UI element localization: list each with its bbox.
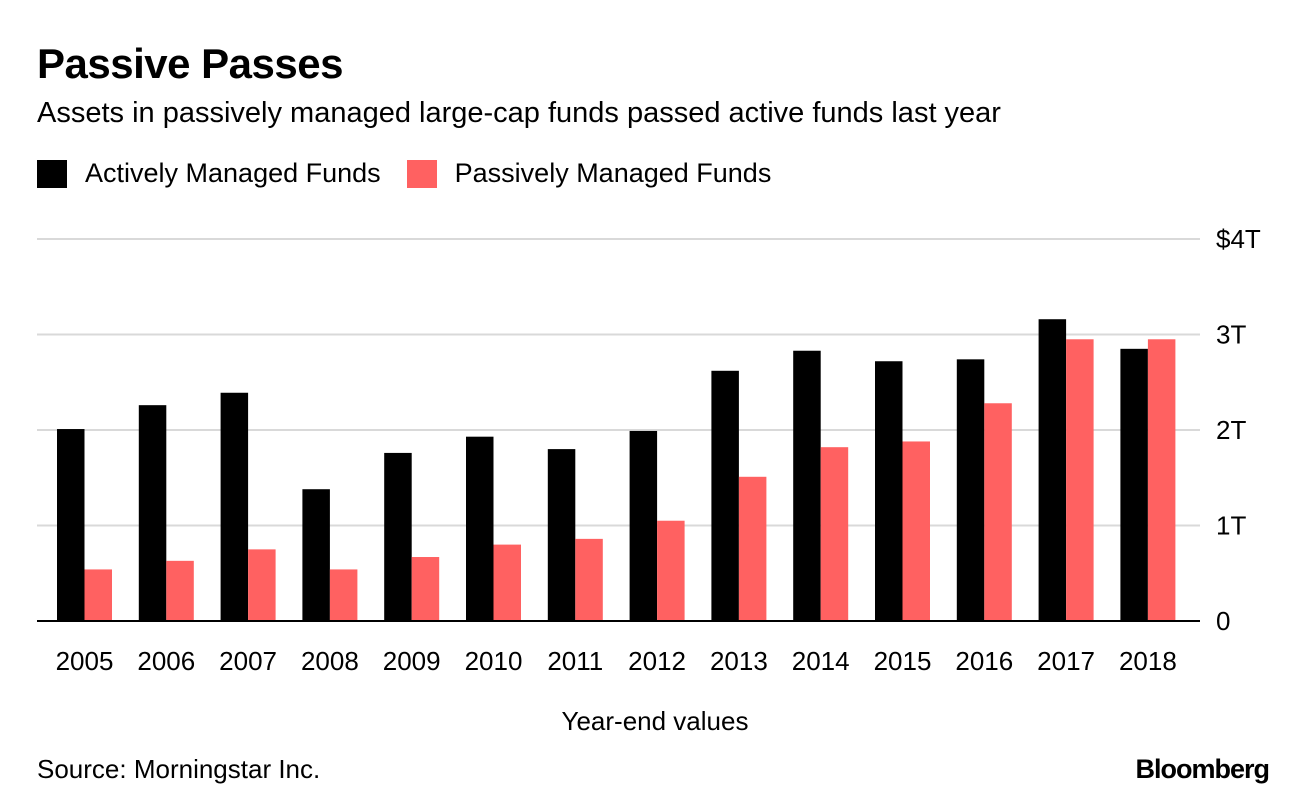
bar-passive [411, 557, 440, 621]
x-tick-label: 2012 [628, 646, 686, 676]
bar-passive [984, 403, 1012, 621]
bar-active [138, 405, 167, 621]
y-tick-label: $4T [1216, 224, 1261, 254]
legend-item-active: Actively Managed Funds [37, 158, 381, 189]
bar-active [547, 449, 576, 621]
bar-active [1038, 319, 1067, 621]
x-axis-label: Year-end values [561, 706, 749, 736]
chart-title: Passive Passes [37, 40, 343, 87]
x-tick-label: 2014 [792, 646, 850, 676]
bar-active [875, 361, 903, 621]
x-tick-label: 2005 [56, 646, 114, 676]
bar-passive [1066, 339, 1094, 621]
bar-active [302, 489, 330, 621]
bar-passive [575, 538, 603, 621]
chart-subtitle: Assets in passively managed large-cap fu… [37, 97, 1001, 129]
bar-active [711, 370, 739, 621]
bar-passive [248, 549, 276, 621]
bar-passive [166, 560, 194, 621]
legend-label-passive: Passively Managed Funds [454, 158, 772, 188]
bar-active [956, 359, 985, 621]
x-tick-label: 2010 [465, 646, 523, 676]
bar-passive [820, 447, 849, 621]
bar-active [220, 392, 249, 621]
bar-passive [329, 569, 358, 621]
bar-passive [657, 520, 685, 621]
legend: Actively Managed Funds Passively Managed… [37, 158, 797, 189]
x-tick-label: 2015 [874, 646, 932, 676]
bar-active [384, 452, 412, 621]
bar-active [1120, 348, 1148, 621]
x-tick-label: 2018 [1119, 646, 1177, 676]
bar-active [466, 436, 494, 621]
y-tick-label: 1T [1216, 511, 1246, 541]
x-tick-label: 2007 [219, 646, 277, 676]
x-tick-label: 2009 [383, 646, 441, 676]
x-tick-label: 2008 [301, 646, 359, 676]
bar-passive [84, 569, 112, 621]
x-tick-label: 2006 [137, 646, 195, 676]
bar-active [629, 430, 658, 621]
y-tick-label: 0 [1216, 606, 1230, 636]
legend-swatch-passive [406, 159, 437, 188]
x-tick-label: 2013 [710, 646, 768, 676]
bar-passive [493, 544, 521, 621]
bar-passive [738, 476, 767, 621]
y-tick-label: 2T [1216, 415, 1246, 445]
y-tick-label: 3T [1216, 320, 1246, 350]
bar-passive [1147, 339, 1176, 621]
x-tick-label: 2011 [547, 646, 603, 676]
bar-active [793, 350, 821, 621]
legend-label-active: Actively Managed Funds [85, 158, 381, 188]
legend-swatch-active [37, 159, 67, 188]
source-note: Source: Morningstar Inc. [37, 754, 321, 784]
legend-item-passive: Passively Managed Funds [406, 158, 772, 189]
x-tick-label: 2016 [955, 646, 1013, 676]
x-tick-label: 2017 [1037, 646, 1095, 676]
bloomberg-logo: Bloomberg [1135, 754, 1270, 784]
bar-passive [902, 441, 930, 621]
bar-active [57, 429, 85, 621]
